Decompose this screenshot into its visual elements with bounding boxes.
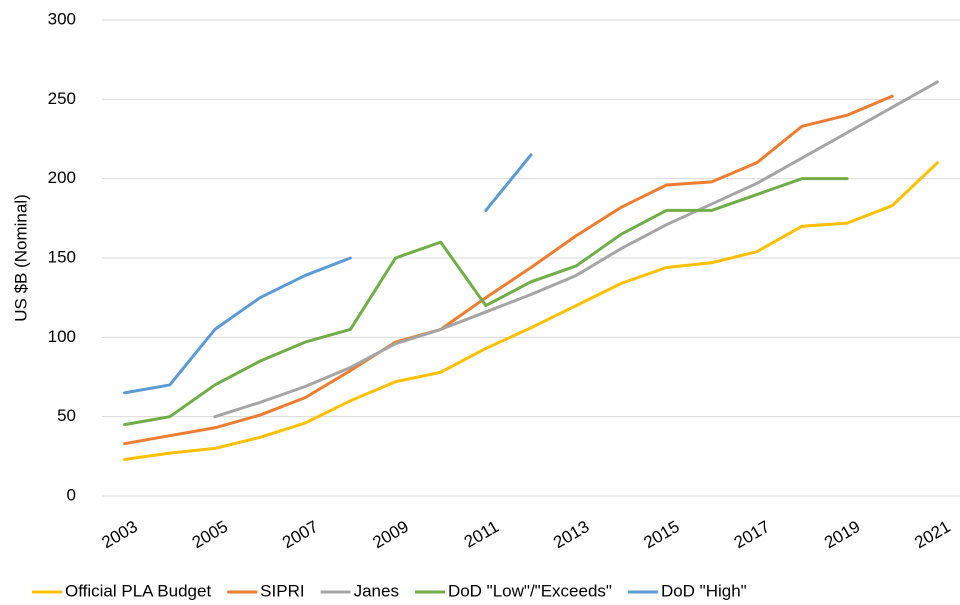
series-line bbox=[123, 94, 894, 446]
series-line bbox=[123, 256, 352, 395]
y-tick-label: 50 bbox=[57, 406, 76, 425]
y-tick-label: 100 bbox=[48, 327, 76, 346]
y-tick-label: 150 bbox=[48, 247, 76, 266]
x-tick-label: 2007 bbox=[279, 517, 321, 552]
series-line bbox=[123, 161, 939, 462]
y-tick-label: 300 bbox=[48, 9, 76, 28]
series-line bbox=[123, 177, 849, 427]
legend-label: DoD "High" bbox=[661, 581, 747, 600]
legend-label: DoD "Low"/"Exceeds" bbox=[448, 581, 612, 600]
series-line bbox=[484, 153, 533, 212]
y-tick-label: 200 bbox=[48, 168, 76, 187]
x-tick-label: 2015 bbox=[640, 517, 682, 552]
legend-label: SIPRI bbox=[260, 581, 304, 600]
x-tick-label: 2013 bbox=[550, 517, 592, 552]
legend-label: Janes bbox=[354, 581, 399, 600]
legend-label: Official PLA Budget bbox=[65, 581, 211, 600]
x-tick-label: 2009 bbox=[370, 517, 412, 552]
y-tick-label: 250 bbox=[48, 89, 76, 108]
x-tick-label: 2005 bbox=[189, 517, 231, 552]
series-line bbox=[213, 80, 939, 419]
x-tick-label: 2011 bbox=[461, 517, 502, 552]
x-tick-label: 2003 bbox=[99, 517, 141, 552]
x-tick-label: 2021 bbox=[911, 517, 953, 552]
x-tick-label: 2019 bbox=[821, 517, 863, 552]
y-tick-label: 0 bbox=[67, 485, 76, 504]
x-tick-label: 2017 bbox=[731, 517, 773, 552]
y-axis-title: US $B (Nominal) bbox=[11, 194, 30, 322]
